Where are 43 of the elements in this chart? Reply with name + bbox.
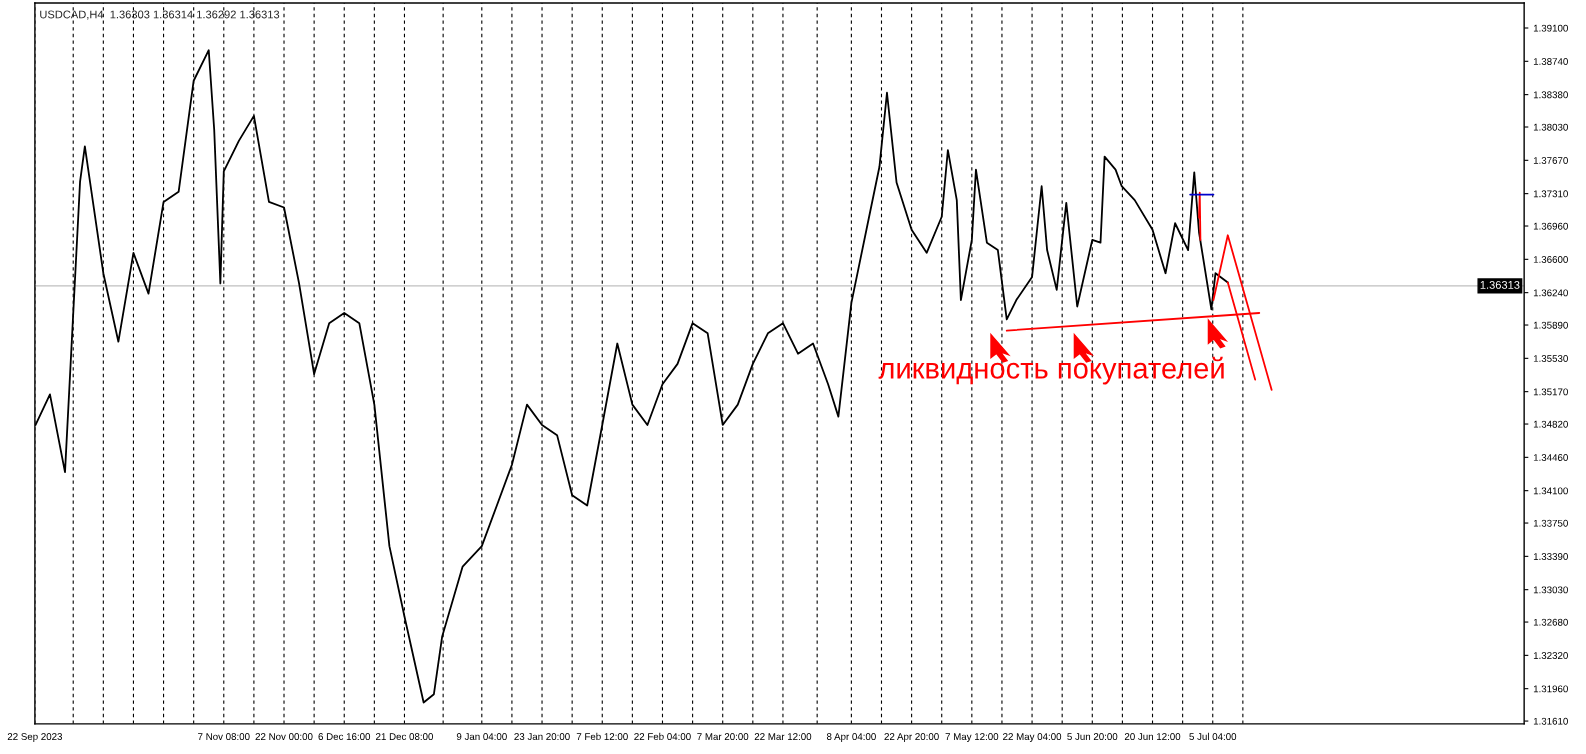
y-tick-label: 1.35890 [1533, 321, 1568, 329]
y-tick-label: 1.37310 [1533, 190, 1568, 198]
ref-line-label: 1.36313 [1480, 281, 1520, 289]
x-tick-label: 7 Nov 08:00 [198, 733, 250, 741]
y-tick-label: 1.31960 [1533, 685, 1568, 693]
x-tick-label: 22 Nov 00:00 [255, 733, 313, 741]
x-tick-label: 8 Apr 04:00 [826, 733, 876, 742]
y-tick-label: 1.32320 [1533, 652, 1568, 659]
y-tick-label: 1.34100 [1533, 487, 1568, 495]
x-tick-label: 22 Sep 2023 [7, 733, 63, 742]
x-tick-label: 20 Jun 12:00 [1124, 733, 1181, 741]
x-tick-label: 23 Jan 20:00 [514, 733, 570, 741]
x-tick-label: 21 Dec 08:00 [376, 733, 434, 741]
x-tick-label: 22 Feb 04:00 [634, 732, 691, 741]
y-tick-label: 1.36960 [1533, 222, 1568, 230]
x-tick-label: 5 Jun 20:00 [1067, 733, 1118, 741]
y-tick-label: 1.31610 [1533, 717, 1568, 725]
y-tick-label: 1.36600 [1533, 256, 1568, 263]
y-tick-label: 1.32680 [1533, 618, 1568, 626]
x-tick-label: 22 Mar 12:00 [754, 733, 812, 741]
y-tick-label: 1.33030 [1533, 586, 1568, 594]
y-tick-label: 1.35530 [1533, 355, 1568, 362]
x-tick-label: 7 Mar 20:00 [697, 733, 749, 741]
x-tick-label: 5 Jul 04:00 [1189, 732, 1237, 741]
x-tick-label: 22 Apr 20:00 [884, 733, 939, 742]
text: USDCAD,H4 1.36303 1.36314 1.36292 1.36313 [40, 10, 280, 20]
y-tick-label: 1.36240 [1533, 289, 1568, 297]
y-tick-label: 1.38380 [1533, 91, 1568, 99]
y-tick-label: 1.37670 [1533, 157, 1568, 164]
x-tick-label: 7 Feb 12:00 [576, 732, 628, 741]
y-tick-label: 1.38740 [1533, 58, 1568, 65]
annotation: ликвидность покупателей [878, 356, 1224, 385]
y-tick-label: 1.33750 [1533, 519, 1568, 527]
y-tick-label: 1.34460 [1533, 454, 1568, 461]
x-tick-label: 22 May 04:00 [1003, 733, 1062, 742]
y-tick-label: 1.35170 [1533, 388, 1568, 396]
y-tick-label: 1.38030 [1533, 123, 1568, 131]
x-tick-label: 9 Jan 04:00 [456, 733, 507, 741]
x-tick-label: 7 May 12:00 [945, 733, 999, 742]
y-tick-label: 1.34820 [1533, 420, 1568, 428]
x-tick-label: 6 Dec 16:00 [318, 733, 371, 741]
y-tick-label: 1.39100 [1533, 24, 1568, 32]
y-tick-label: 1.33390 [1533, 553, 1568, 560]
